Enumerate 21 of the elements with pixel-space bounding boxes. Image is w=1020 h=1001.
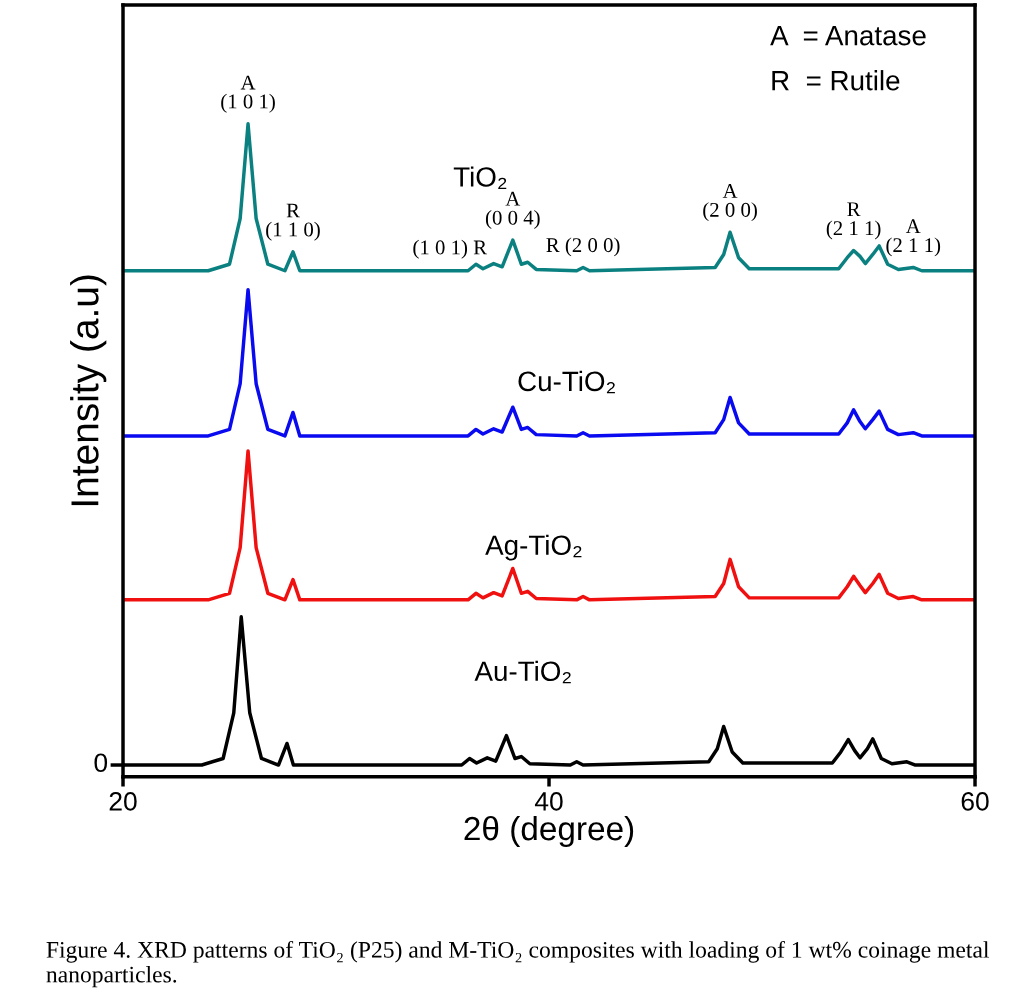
annotation: A (2 0 0): [703, 184, 757, 222]
annotation: R (2 1 1): [826, 202, 881, 240]
annotation: R (2 0 0): [546, 237, 620, 257]
text: A = Anatase: [770, 26, 926, 46]
text: Au-TiO₂: [474, 660, 571, 684]
x-tick-label: 20: [109, 792, 137, 811]
x-tick-label: 60: [961, 792, 989, 811]
text: R = Rutile: [772, 70, 900, 91]
annotation: A (0 0 4): [485, 191, 540, 229]
annotation: A (2 1 1): [886, 219, 941, 257]
annotation: 0: [94, 753, 108, 773]
annotation: (1 0 1) R: [413, 239, 488, 259]
caption: Figure 4. XRD patterns of TiO₂ (P25) and M-TiO₂ composites with loading of 1 wt% coinage metal nanoparticles.: [46, 940, 990, 988]
annotation: A (1 0 1): [221, 75, 275, 113]
x-tick-label: 40: [534, 792, 563, 811]
series-label: Cu-TiO₂: [518, 370, 615, 394]
y-axis-title: Intensity (a.u): [70, 275, 107, 506]
x-axis-title: 2θ (degree): [464, 815, 634, 848]
annotation: R (1 1 0): [266, 203, 320, 241]
series-label: Ag-TiO₂: [485, 534, 582, 561]
series-label: TiO₂: [453, 166, 507, 189]
